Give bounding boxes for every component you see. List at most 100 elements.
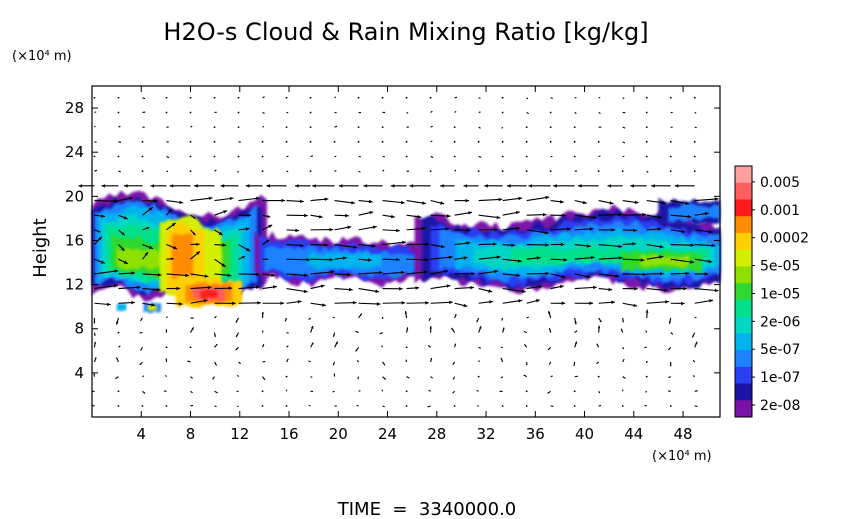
wind-vector bbox=[382, 240, 407, 246]
wind-vector bbox=[598, 112, 601, 115]
wind-vector bbox=[645, 375, 648, 378]
wind-vector bbox=[622, 97, 625, 99]
wind-vector bbox=[213, 126, 216, 129]
wind-vector bbox=[525, 405, 528, 407]
x-tick-label: 4 bbox=[136, 425, 146, 443]
wind-vector bbox=[549, 170, 552, 173]
wind-vector bbox=[358, 258, 372, 262]
wind-vector bbox=[430, 284, 451, 290]
wind-vector bbox=[286, 273, 308, 277]
wind-vector bbox=[94, 284, 118, 290]
wind-vector bbox=[500, 376, 504, 379]
wind-vector bbox=[645, 309, 649, 318]
wind-vector bbox=[94, 141, 97, 143]
wind-vector bbox=[547, 346, 552, 351]
wind-vector bbox=[452, 361, 456, 365]
wind-vector bbox=[310, 390, 314, 392]
wind-vector bbox=[526, 112, 530, 115]
wind-vector bbox=[286, 228, 299, 233]
wind-vector bbox=[237, 170, 239, 173]
wind-vector bbox=[262, 111, 265, 114]
wind-vector bbox=[237, 126, 240, 129]
wind-vector bbox=[213, 96, 216, 99]
wind-vector bbox=[285, 126, 288, 129]
wind-vector bbox=[238, 227, 250, 231]
wind-vector bbox=[93, 341, 96, 348]
wind-vector bbox=[381, 96, 384, 99]
wind-vector bbox=[502, 196, 523, 202]
x-tick-label: 16 bbox=[279, 425, 298, 443]
wind-vector bbox=[238, 301, 261, 305]
wind-vector bbox=[118, 229, 126, 236]
wind-vector bbox=[669, 361, 672, 367]
wind-vector bbox=[478, 242, 497, 246]
wind-vector bbox=[427, 405, 431, 408]
wind-vector bbox=[236, 390, 239, 392]
wind-vector bbox=[526, 97, 529, 100]
wind-vector bbox=[142, 302, 156, 307]
wind-vector bbox=[484, 184, 503, 188]
wind-vector bbox=[669, 405, 672, 407]
wind-vector bbox=[194, 184, 215, 188]
wind-vector bbox=[334, 170, 337, 172]
wind-vector bbox=[117, 331, 120, 334]
wind-vector bbox=[502, 327, 505, 333]
wind-vector bbox=[574, 273, 591, 279]
wind-vector bbox=[454, 198, 470, 203]
wind-vector bbox=[598, 155, 601, 158]
wind-vector bbox=[645, 390, 648, 393]
wind-vector bbox=[598, 391, 601, 394]
wind-vector bbox=[214, 229, 223, 236]
wind-vector bbox=[164, 375, 167, 377]
wind-vector bbox=[261, 330, 264, 333]
wind-vector bbox=[478, 360, 480, 363]
wind-vector bbox=[118, 244, 125, 252]
wind-vector bbox=[526, 316, 529, 319]
wind-vector bbox=[101, 184, 119, 188]
wind-vector bbox=[526, 229, 549, 235]
wind-vector bbox=[310, 270, 335, 275]
wind-vector bbox=[670, 332, 674, 335]
wind-vector bbox=[166, 302, 183, 306]
wind-vector bbox=[356, 360, 359, 363]
wind-vector bbox=[390, 184, 407, 188]
wind-vector bbox=[574, 199, 587, 205]
wind-vector bbox=[622, 286, 638, 291]
wind-vector bbox=[622, 389, 624, 392]
wind-vector bbox=[622, 141, 626, 144]
wind-vector bbox=[501, 96, 504, 99]
wind-vector bbox=[358, 111, 362, 114]
wind-vector bbox=[430, 110, 433, 113]
wind-vector bbox=[670, 126, 673, 128]
wind-vector bbox=[381, 317, 384, 319]
wind-vector bbox=[166, 141, 169, 143]
colorbar-label: 5e-07 bbox=[760, 342, 800, 358]
wind-vector bbox=[190, 376, 193, 379]
wind-vector bbox=[214, 210, 228, 216]
wind-vector bbox=[333, 373, 336, 377]
wind-vector bbox=[427, 344, 431, 348]
wind-vector bbox=[238, 361, 241, 365]
wind-vector bbox=[622, 272, 647, 277]
wind-vector bbox=[405, 96, 408, 99]
wind-vector bbox=[405, 140, 408, 143]
wind-vector bbox=[651, 184, 671, 188]
wind-vector bbox=[309, 96, 312, 99]
wind-vector bbox=[141, 140, 144, 143]
wind-vector bbox=[525, 390, 528, 393]
wind-vector bbox=[669, 317, 672, 324]
wind-vector bbox=[190, 242, 200, 246]
wind-vector bbox=[334, 405, 337, 407]
wind-vector bbox=[118, 300, 135, 305]
wind-vector bbox=[404, 311, 408, 319]
wind-vector bbox=[502, 299, 523, 304]
wind-vector bbox=[294, 184, 311, 188]
wind-vector bbox=[694, 229, 713, 234]
wind-vector bbox=[142, 251, 149, 260]
x-tick-label: 28 bbox=[427, 425, 446, 443]
wind-vector bbox=[190, 125, 193, 128]
wind-vector bbox=[694, 258, 713, 264]
wind-vector bbox=[94, 169, 98, 172]
colorbar-label: 0.001 bbox=[760, 203, 800, 219]
wind-vector bbox=[214, 343, 218, 348]
